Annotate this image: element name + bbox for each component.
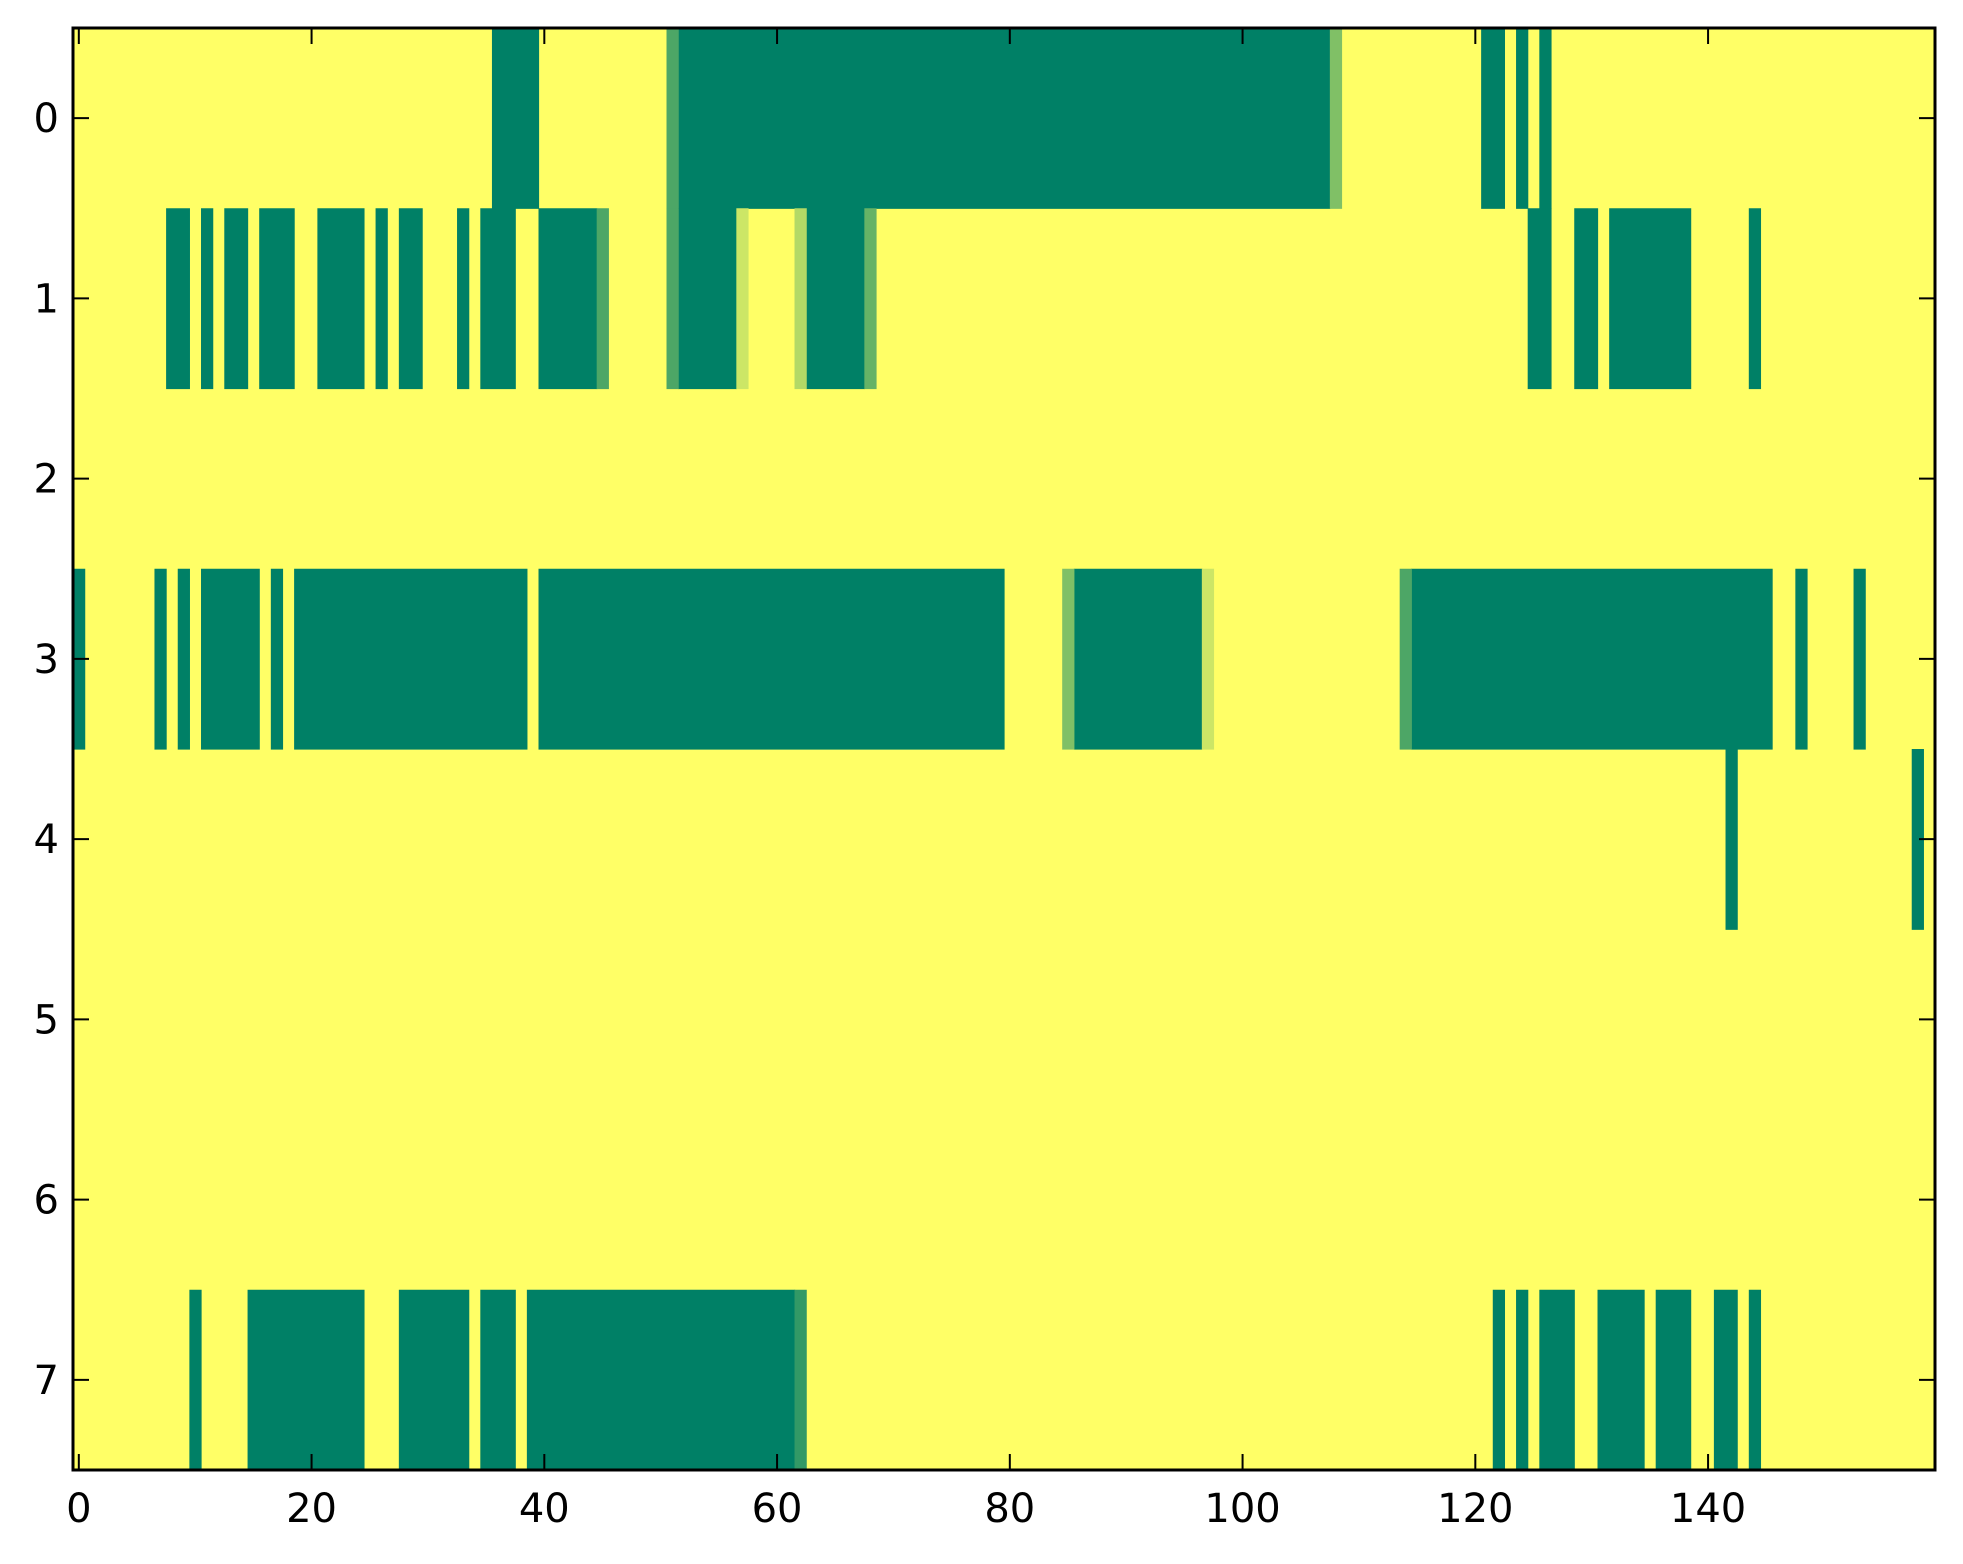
heatmap-cell-row-3-col-97	[1201, 568, 1215, 750]
heatmap-cell-row-0-col-51	[666, 28, 679, 209]
y-tick-label-0: 0	[34, 96, 59, 142]
x-tick-label-120: 120	[1437, 1486, 1513, 1532]
heatmap-cell-run-row-7-col-35	[480, 1289, 516, 1471]
heatmap-cell-run-row-3-col-86	[1073, 568, 1203, 750]
heatmap-cell-run-row-3-col-9	[177, 568, 190, 750]
heatmap-cell-row-3-col-114	[1399, 568, 1412, 750]
heatmap-cell-run-row-1-col-129	[1574, 208, 1599, 390]
heatmap-cell-run-row-7-col-141	[1713, 1289, 1738, 1471]
heatmap-cell-run-row-7-col-131	[1597, 1289, 1645, 1471]
heatmap-cell-run-row-3-col-17	[270, 568, 284, 750]
y-tick-label-4: 4	[34, 817, 59, 863]
heatmap-cell-run-row-3-col-19	[294, 568, 528, 750]
heatmap-cell-run-row-0-col-124	[1516, 28, 1529, 209]
heatmap-cell-row-3-col-85	[1062, 568, 1075, 750]
y-tick-label-5: 5	[34, 997, 59, 1043]
x-tick-label-80: 80	[984, 1486, 1035, 1532]
heatmap-cell-run-row-0-col-36	[491, 28, 540, 209]
heatmap-cell-row-1-col-57	[736, 208, 749, 390]
heatmap-cell-row-1-col-62	[794, 208, 807, 390]
x-tick-label-20: 20	[286, 1486, 337, 1532]
x-tick-label-100: 100	[1204, 1486, 1280, 1532]
heatmap-cell-run-row-7-col-144	[1748, 1289, 1762, 1471]
heatmap-cell-row-1-col-68	[864, 208, 877, 390]
heatmap-cell-run-row-1-col-13	[224, 208, 249, 390]
heatmap-cell-run-row-7-col-10	[189, 1289, 202, 1471]
x-tick-labels: 0 20 40 60 80 100 120 140	[66, 1486, 1746, 1532]
x-tick-label-0: 0	[66, 1486, 91, 1532]
y-tick-label-2: 2	[34, 457, 59, 503]
heatmap-cell-run-row-1-col-52	[678, 208, 737, 390]
heatmap-cell-run-row-1-col-8	[166, 208, 190, 390]
heatmap-cell-run-row-7-col-136	[1655, 1289, 1692, 1471]
heatmap-cell-run-row-1-col-33	[457, 208, 470, 390]
y-tick-label-6: 6	[34, 1178, 59, 1224]
heatmap-cell-run-row-3-col-115	[1411, 568, 1773, 750]
heatmap-cell-run-row-1-col-26	[375, 208, 388, 390]
heatmap-cell-row-1-col-45	[596, 208, 609, 390]
heatmap-cell-run-row-1-col-144	[1748, 208, 1762, 390]
x-tick-label-140: 140	[1670, 1486, 1746, 1532]
heatmap-cell-run-row-7-col-28	[398, 1289, 470, 1471]
heatmap-cell-run-row-0-col-52	[678, 28, 1331, 209]
heatmap-cell-run-row-1-col-28	[398, 208, 423, 390]
heatmap-cell-run-row-0-col-126	[1539, 28, 1552, 209]
heatmap-cell-run-row-7-col-39	[526, 1289, 796, 1471]
heatmap-cell-run-row-3-col-11	[201, 568, 260, 750]
y-tick-label-3: 3	[34, 637, 59, 683]
heatmap-cell-run-row-7-col-15	[247, 1289, 365, 1471]
heatmap-cell-run-row-3-col-153	[1853, 568, 1866, 750]
heatmap-cell-run-row-1-col-16	[259, 208, 295, 390]
heatmap-cell-run-row-1-col-132	[1609, 208, 1692, 390]
heatmap-cell-run-row-7-col-126	[1539, 1289, 1575, 1471]
heatmap-cell-run-row-1-col-35	[480, 208, 516, 390]
y-tick-labels: 0 1 2 3 4 5 6 7	[34, 96, 59, 1404]
heatmap-cell-run-row-3-col-40	[538, 568, 1005, 750]
heatmap-cell-run-row-1-col-63	[806, 208, 865, 390]
heatmap-cell-run-row-4-col-158	[1911, 749, 1924, 930]
heatmap-cell-run-row-7-col-124	[1516, 1289, 1529, 1471]
y-tick-label-7: 7	[34, 1358, 59, 1404]
heatmap-cell-run-row-7-col-122	[1492, 1289, 1506, 1471]
plot-frame	[71, 26, 1937, 1472]
heatmap-cell-run-row-1-col-11	[201, 208, 214, 390]
heatmap-cell-run-row-1-col-125	[1527, 208, 1552, 390]
heatmap-cell-run-row-1-col-21	[317, 208, 365, 390]
heatmap-cell-row-7-col-62	[794, 1289, 807, 1471]
heatmap-cell-run-row-3-col-7	[154, 568, 167, 750]
heatmap-cell-run-row-3-col-148	[1795, 568, 1808, 750]
tick-marks	[73, 28, 1935, 1470]
heatmap-cell-row-1-col-51	[666, 208, 679, 390]
y-tick-label-1: 1	[34, 276, 59, 322]
heatmap-cells	[73, 28, 1935, 1471]
heatmap-cell-run-row-4-col-142	[1725, 749, 1738, 930]
heatmap-cell-run-row-0-col-121	[1481, 28, 1506, 209]
x-tick-label-40: 40	[519, 1486, 570, 1532]
heatmap-cell-run-row-1-col-40	[538, 208, 598, 390]
x-tick-label-60: 60	[752, 1486, 803, 1532]
heatmap-cell-row-0-col-108	[1329, 28, 1343, 209]
